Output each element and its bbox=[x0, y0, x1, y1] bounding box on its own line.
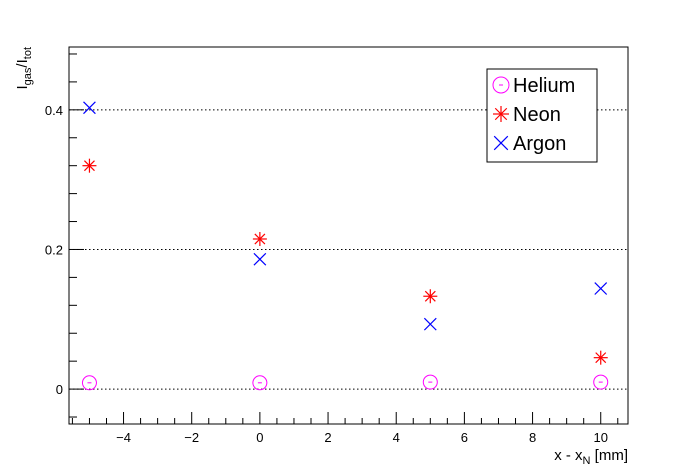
legend-neon-label: Neon bbox=[513, 104, 561, 126]
legend-argon-label: Argon bbox=[513, 133, 566, 155]
x-tick-label: −2 bbox=[184, 430, 199, 445]
argon-point bbox=[594, 282, 608, 295]
x-tick-label: 10 bbox=[593, 430, 607, 445]
axes: −4 −2 0 2 4 6 8 10 0 0.2 0.4 bbox=[45, 46, 629, 445]
y-tick-label: 0.2 bbox=[45, 242, 63, 257]
x-axis-title: x - xN [mm] bbox=[554, 447, 628, 467]
argon-point bbox=[423, 317, 437, 331]
x-tick-label: 8 bbox=[529, 430, 536, 445]
y-tick-label: 0.4 bbox=[45, 103, 63, 118]
x-tick-label: 6 bbox=[461, 430, 468, 445]
helium-point bbox=[593, 374, 609, 390]
y-axis-title: Igas/Itot bbox=[14, 47, 34, 90]
y-tick-label: 0 bbox=[56, 382, 63, 397]
x-tick-label: 4 bbox=[393, 430, 400, 445]
helium-point bbox=[81, 375, 97, 391]
x-tick-label: 2 bbox=[324, 430, 331, 445]
neon-point bbox=[423, 289, 438, 304]
legend: Helium Neon Argon bbox=[486, 68, 598, 163]
neon-point bbox=[252, 231, 267, 246]
x-tick-label: 0 bbox=[256, 430, 263, 445]
legend-helium-marker bbox=[492, 76, 510, 94]
legend-neon-marker bbox=[493, 106, 509, 122]
legend-helium-label: Helium bbox=[513, 75, 575, 97]
helium-point bbox=[422, 374, 438, 390]
argon-point bbox=[83, 101, 96, 115]
argon-point bbox=[253, 252, 267, 266]
legend-argon-marker bbox=[493, 135, 509, 151]
plot-frame bbox=[68, 46, 629, 425]
x-tick-label: −4 bbox=[116, 430, 131, 445]
neon-point bbox=[82, 158, 97, 173]
neon-point bbox=[593, 350, 608, 365]
grid-lines bbox=[69, 109, 628, 390]
data-marks bbox=[81, 101, 609, 391]
helium-point bbox=[252, 375, 268, 391]
